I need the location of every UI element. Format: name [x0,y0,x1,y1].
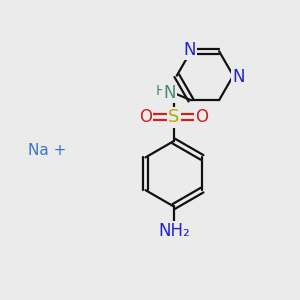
Text: O: O [196,108,208,126]
Text: N: N [183,41,196,59]
Text: N: N [232,68,245,85]
Text: H: H [156,84,166,98]
Text: S: S [168,108,179,126]
Text: Na +: Na + [28,142,67,158]
Text: N: N [164,84,176,102]
Text: O: O [139,108,152,126]
Text: NH₂: NH₂ [158,222,190,240]
